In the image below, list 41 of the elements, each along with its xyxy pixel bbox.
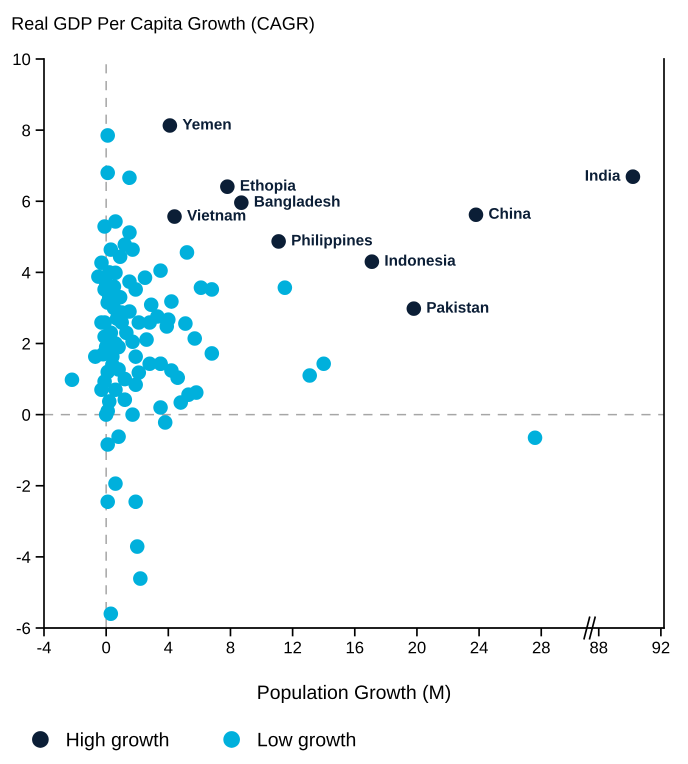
- y-tick-label: 2: [22, 338, 30, 350]
- x-tick-label: 12: [284, 642, 302, 654]
- point: [406, 301, 422, 316]
- x-tick-label: 0: [102, 642, 110, 654]
- y-tick-label: -4: [16, 551, 30, 563]
- legend-label: Low growth: [258, 732, 356, 750]
- annotation: Philippines: [292, 234, 372, 249]
- x-tick-label: 24: [470, 642, 488, 654]
- point: [234, 195, 249, 210]
- x-tick-label: 8: [226, 642, 234, 654]
- annotation: Bangladesh: [254, 196, 340, 210]
- legend-label: High growth: [67, 732, 168, 750]
- point: [167, 209, 182, 224]
- x-tick-label: 28: [532, 642, 550, 654]
- annotation: India: [586, 170, 621, 181]
- annotation: Indonesia: [385, 254, 456, 266]
- point: [468, 207, 484, 222]
- y-tick-label: 6: [22, 196, 30, 208]
- y-tick-label: 8: [22, 124, 30, 136]
- point: [364, 254, 380, 269]
- annotation: Yemen: [182, 118, 231, 130]
- y-tick-label: -6: [16, 622, 30, 634]
- x-tick-label: 16: [346, 642, 364, 654]
- point: [220, 179, 235, 194]
- y-tick-label: -2: [16, 480, 30, 492]
- y-tick-label: 4: [22, 266, 30, 278]
- x-tick-label: 4: [164, 642, 172, 654]
- point: [271, 234, 286, 249]
- annotation: Pakistan: [427, 302, 488, 313]
- y-tick-label: 0: [22, 409, 30, 421]
- y-tick-label: 10: [14, 53, 30, 66]
- point: [162, 118, 178, 133]
- x-axis-title: Population Growth (M): [258, 684, 450, 704]
- annotation: China: [489, 208, 532, 219]
- x-tick-label: -4: [37, 642, 51, 654]
- annotation: Vietnam: [187, 209, 246, 221]
- x-tick-label: 20: [408, 642, 426, 654]
- x-tick-label: 92: [652, 642, 670, 654]
- y-axis-title: Real GDP Per Capita Growth (CAGR): [12, 16, 314, 34]
- annotation: Ethopia: [240, 180, 296, 194]
- x-tick-label: 88: [590, 642, 608, 654]
